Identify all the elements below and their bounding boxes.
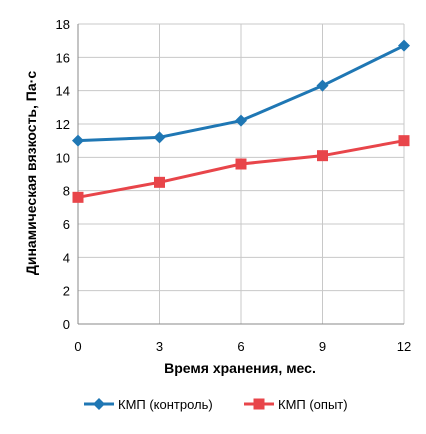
y-tick-label: 2 <box>63 284 70 299</box>
legend-item-control: КМП (контроль) <box>84 397 213 412</box>
y-tick-label: 16 <box>56 50 70 65</box>
legend-marker-experiment <box>253 398 265 410</box>
data-point-control <box>153 131 166 144</box>
x-tick-label: 3 <box>156 339 163 354</box>
data-point-control <box>235 114 247 127</box>
data-point-experiment <box>398 135 410 147</box>
data-point-experiment <box>72 191 84 203</box>
x-tick-label: 0 <box>74 339 81 354</box>
data-point-experiment <box>235 158 247 170</box>
series-control <box>72 39 410 147</box>
y-tick-label: 10 <box>56 150 70 165</box>
x-axis-title: Время хранения, мес. <box>164 360 316 376</box>
y-tick-label: 0 <box>63 317 70 332</box>
y-tick-label: 6 <box>63 217 70 232</box>
series-experiment <box>72 135 410 203</box>
data-point-control <box>316 79 329 92</box>
legend: КМП (контроль) КМП (опыт) <box>84 397 348 412</box>
axes <box>77 24 404 325</box>
y-tick-label: 8 <box>63 184 70 199</box>
legend-label-experiment: КМП (опыт) <box>278 397 348 412</box>
y-tick-label: 14 <box>56 84 70 99</box>
data-point-control <box>72 134 84 147</box>
legend-item-experiment: КМП (опыт) <box>244 397 348 412</box>
x-tick-label: 12 <box>397 339 411 354</box>
y-axis-title: Динамическая вязкость, Па·с <box>23 71 39 275</box>
x-tick-label: 9 <box>319 339 326 354</box>
data-point-experiment <box>317 150 328 162</box>
y-tick-label: 12 <box>56 117 70 132</box>
x-tick-label: 6 <box>237 339 244 354</box>
legend-label-control: КМП (контроль) <box>118 397 213 412</box>
data-point-control <box>398 39 410 52</box>
y-tick-label: 18 <box>56 17 70 32</box>
data-point-experiment <box>154 176 165 188</box>
legend-marker-control <box>93 398 105 410</box>
y-tick-label: 4 <box>63 250 70 265</box>
tick-labels: 0 2 4 6 8 10 12 14 16 18 0 3 6 9 12 <box>56 17 412 354</box>
series <box>72 39 410 203</box>
